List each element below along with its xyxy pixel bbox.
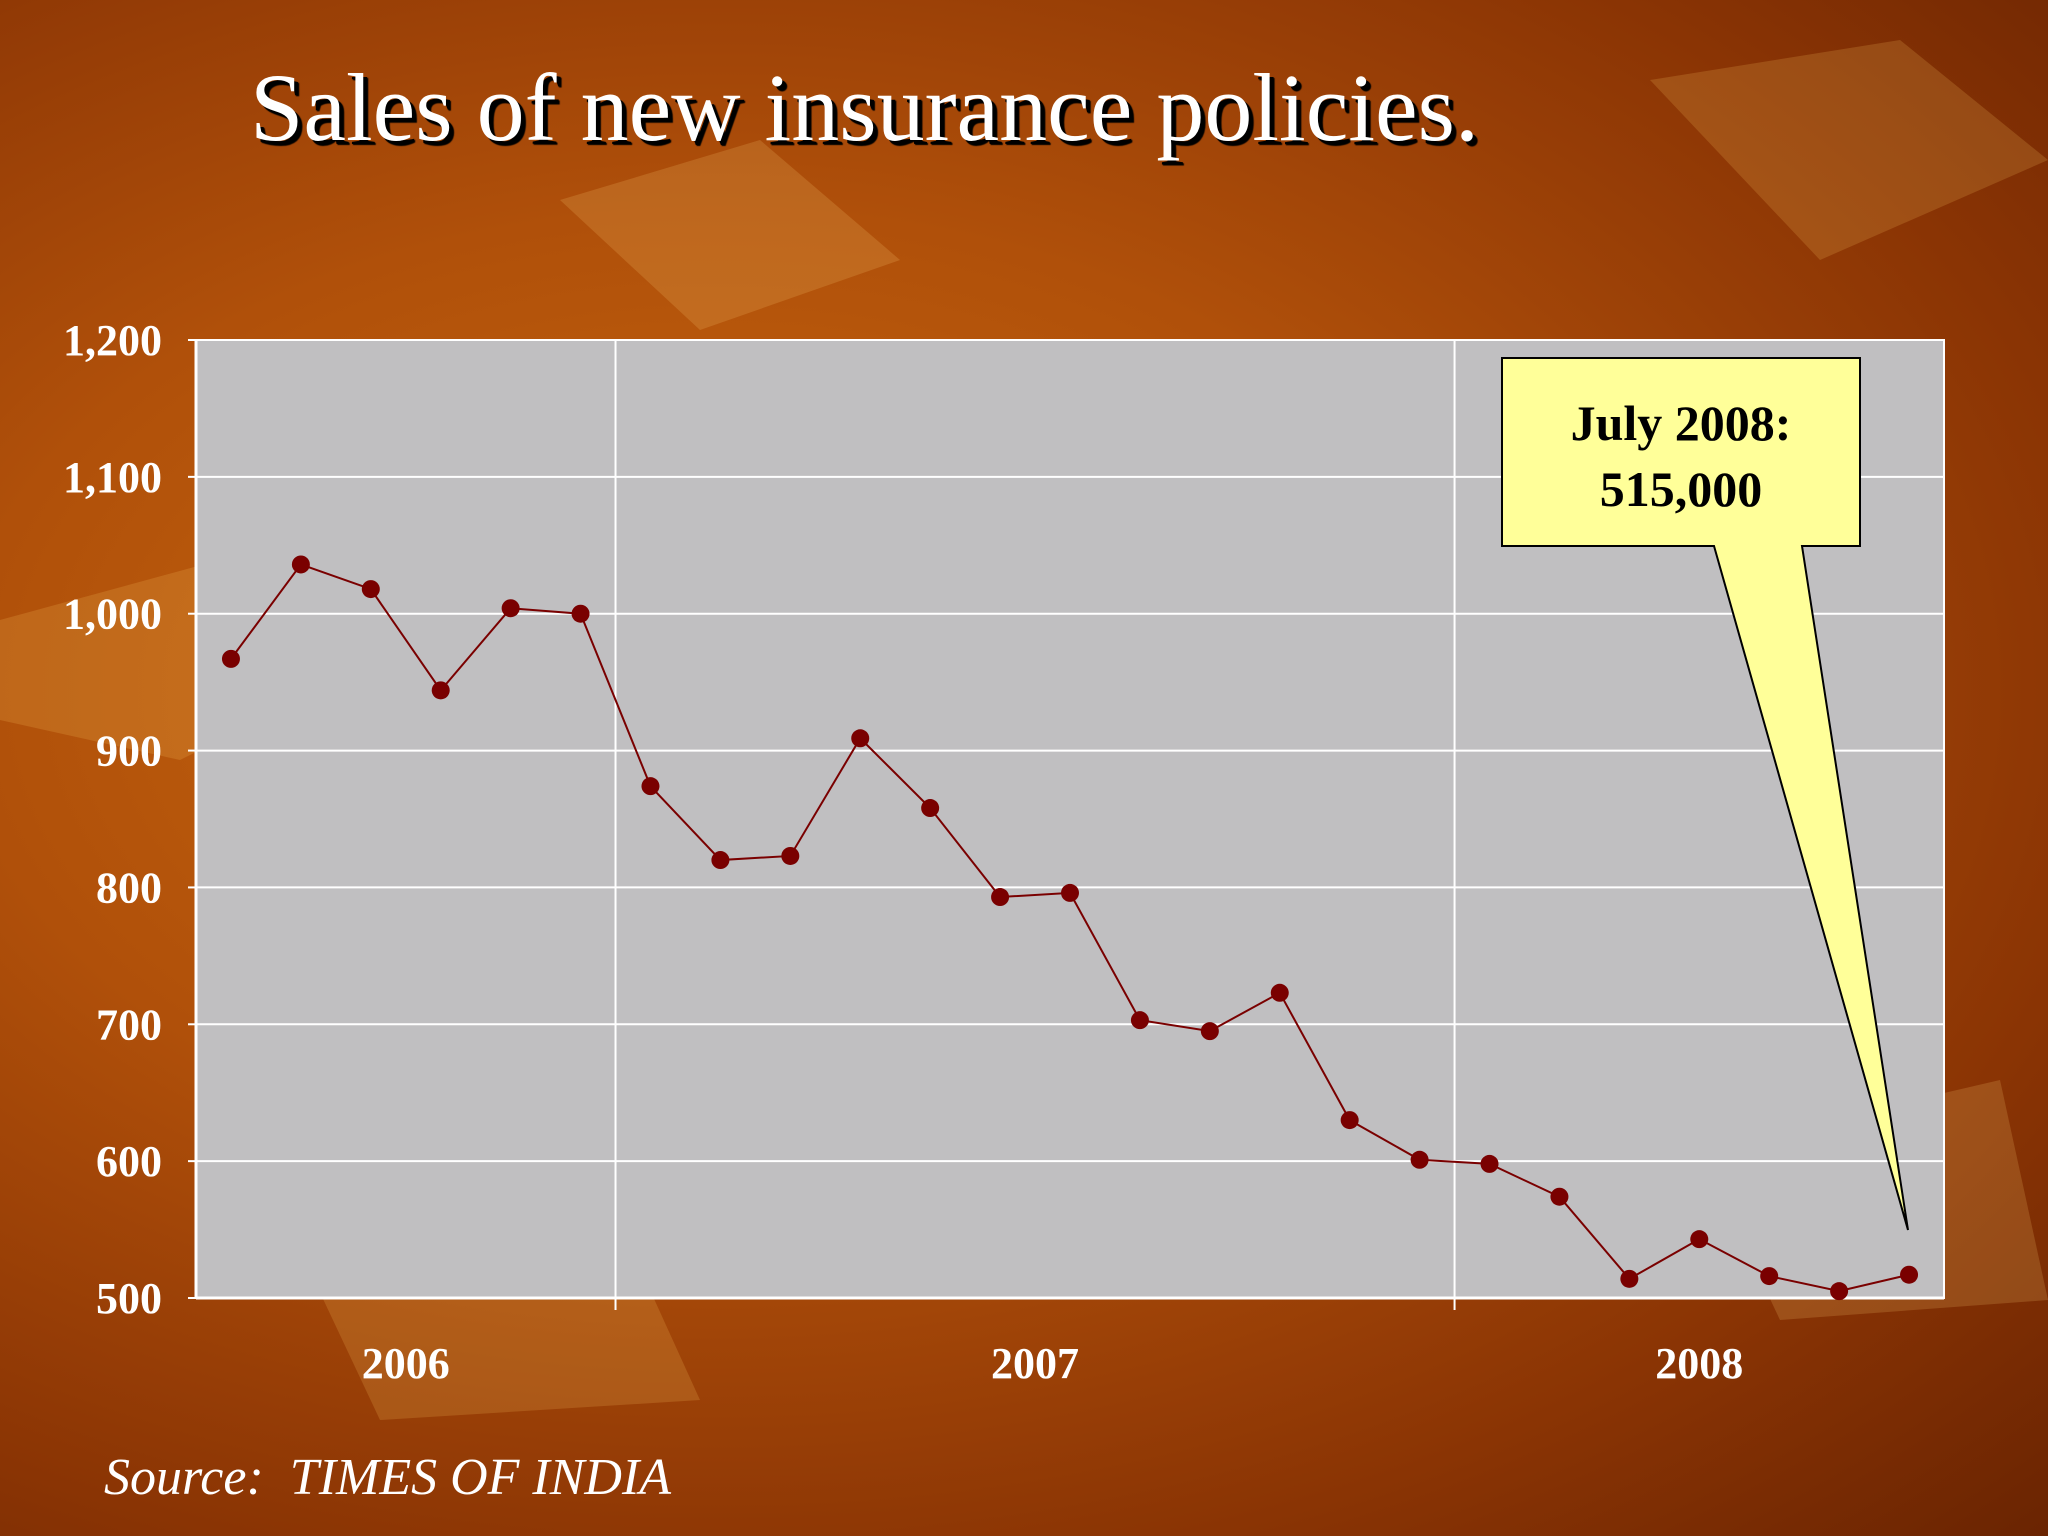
data-point [1760, 1267, 1779, 1286]
data-point [1061, 883, 1079, 902]
data-point [1830, 1282, 1849, 1301]
data-point [1270, 983, 1289, 1002]
source-line: Source: TIMES OF INDIA [104, 1448, 671, 1507]
callout: July 2008: 515,000 [1501, 357, 1909, 1231]
data-point [781, 846, 800, 865]
y-tick-label: 500 [96, 1274, 162, 1323]
source-name: TIMES OF INDIA [289, 1449, 672, 1506]
data-point [361, 580, 380, 599]
y-tick-label: 900 [96, 727, 162, 776]
data-point [1340, 1111, 1359, 1130]
data-point [221, 649, 240, 668]
data-point [1410, 1150, 1429, 1169]
x-tick-label: 2006 [362, 1339, 450, 1388]
data-point [1550, 1187, 1569, 1206]
y-tick-label: 600 [96, 1137, 162, 1186]
y-tick-label: 1,100 [63, 453, 162, 502]
y-tick-label: 800 [96, 863, 162, 912]
x-tick-label: 2007 [991, 1339, 1079, 1388]
y-tick-label: 1,000 [63, 590, 162, 639]
data-point [501, 599, 520, 618]
axes: 500 600 700 800 900 1,000 1,100 1,200 2006 2007 20… [63, 316, 1944, 1388]
y-tick-label: 1,200 [63, 316, 162, 365]
slide-title: Sales of new insurance policies. [250, 54, 1479, 161]
data-point [1900, 1265, 1919, 1284]
data-point [291, 555, 310, 574]
callout-box [1501, 357, 1909, 1231]
callout-text: 515,000 [1600, 461, 1763, 517]
data-point [921, 799, 940, 818]
callout-text: July 2008: [1571, 395, 1792, 451]
data-point [571, 604, 590, 623]
data-point [1480, 1154, 1499, 1173]
y-tick-label: 700 [96, 1000, 162, 1049]
data-point [851, 729, 870, 748]
data-point [1200, 1022, 1219, 1041]
x-tick-label: 2008 [1655, 1339, 1743, 1388]
data-point [431, 681, 450, 700]
data-point [711, 851, 730, 870]
series-line [221, 555, 1919, 1301]
data-point [641, 777, 660, 796]
data-point [1130, 1011, 1149, 1030]
data-point [991, 888, 1010, 907]
data-point [1620, 1269, 1639, 1288]
source-label: Source: [104, 1449, 264, 1506]
data-point [1690, 1230, 1709, 1249]
